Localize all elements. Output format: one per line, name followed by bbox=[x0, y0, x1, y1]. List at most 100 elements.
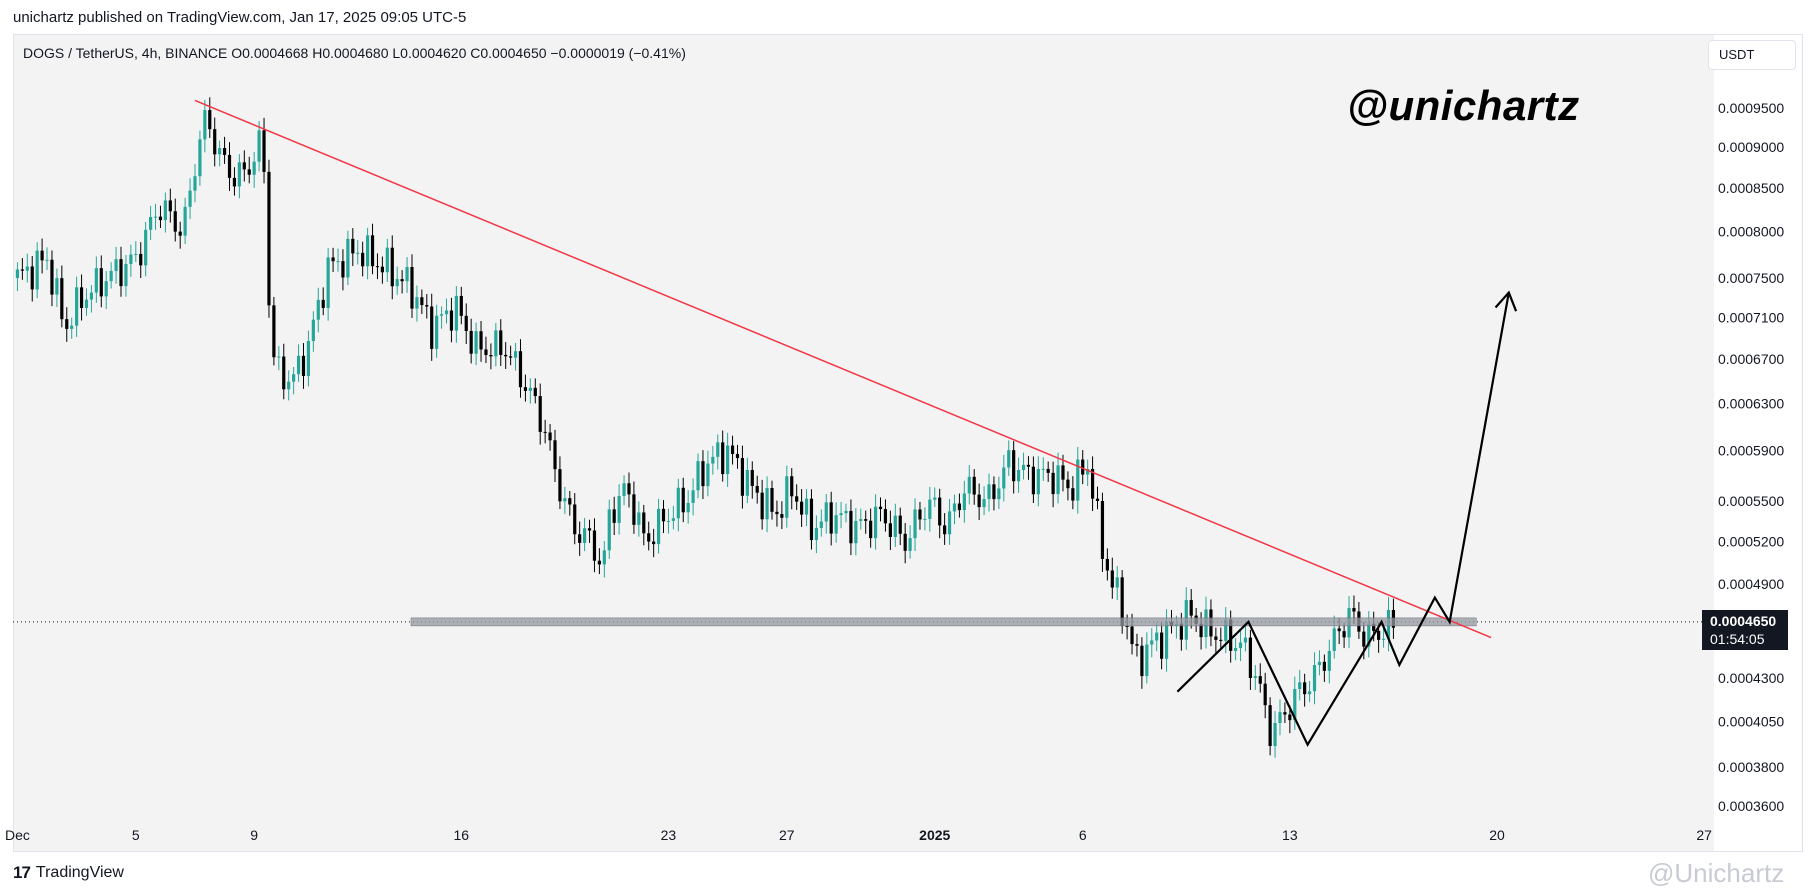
candle-body bbox=[760, 492, 764, 520]
candle-body bbox=[420, 297, 424, 306]
candle-body bbox=[938, 497, 942, 526]
candle-body bbox=[834, 515, 838, 534]
candle-body bbox=[1164, 621, 1169, 659]
candle-body bbox=[1199, 623, 1203, 638]
candle-body bbox=[726, 445, 730, 475]
candle-body bbox=[972, 476, 976, 495]
author-watermark: @unichartz bbox=[1347, 82, 1580, 129]
candle-body bbox=[198, 139, 202, 177]
candle-body bbox=[25, 266, 29, 271]
candle-body bbox=[55, 278, 59, 295]
support-zone bbox=[410, 617, 1477, 627]
breakout-arrow-head bbox=[1494, 290, 1518, 312]
candle-body bbox=[992, 484, 996, 500]
candle-body bbox=[632, 494, 636, 525]
candle-body bbox=[395, 279, 399, 287]
candle-body bbox=[439, 314, 444, 316]
candle-body bbox=[474, 331, 478, 354]
candle-body bbox=[1367, 623, 1371, 647]
candle-body bbox=[84, 299, 89, 309]
candle-body bbox=[1179, 623, 1183, 640]
candle-body bbox=[70, 325, 74, 329]
candle-body bbox=[785, 476, 789, 518]
candle-body bbox=[158, 216, 163, 221]
candle-body bbox=[553, 440, 557, 470]
chart-area[interactable] bbox=[13, 34, 1803, 852]
candle-body bbox=[775, 511, 779, 515]
candle-body bbox=[666, 520, 671, 522]
candle-body bbox=[587, 528, 592, 531]
candle-body bbox=[227, 154, 232, 178]
candle-body bbox=[548, 432, 552, 441]
candle-body bbox=[104, 281, 108, 297]
candle-body bbox=[913, 509, 917, 539]
candle-body bbox=[336, 261, 340, 263]
candle-body bbox=[1120, 577, 1124, 627]
tradingview-logo[interactable]: 17 TradingView bbox=[13, 863, 124, 883]
candle-body bbox=[1021, 464, 1026, 471]
x-tick-label: 23 bbox=[661, 827, 677, 843]
candle-body bbox=[873, 506, 878, 539]
candle-body bbox=[139, 253, 143, 266]
candle-body bbox=[721, 442, 725, 475]
candle-body bbox=[1248, 637, 1252, 678]
candle-body bbox=[400, 279, 404, 282]
candle-body bbox=[563, 498, 567, 502]
candle-body bbox=[824, 502, 828, 522]
candle-body bbox=[661, 508, 666, 522]
candle-body bbox=[361, 252, 365, 267]
candle-body bbox=[385, 247, 389, 273]
candle-body bbox=[844, 510, 848, 514]
candle-body bbox=[178, 231, 182, 236]
y-tick-label: 0.0005200 bbox=[1718, 533, 1784, 549]
candle-body bbox=[168, 200, 172, 212]
candle-body bbox=[711, 456, 715, 464]
candle-body bbox=[494, 330, 498, 357]
candle-body bbox=[943, 525, 947, 535]
candle-body bbox=[257, 130, 261, 162]
candle-body bbox=[898, 515, 902, 534]
candle-body bbox=[735, 453, 740, 459]
candle-body bbox=[435, 315, 439, 349]
candle-body bbox=[454, 295, 458, 331]
candle-body bbox=[1273, 722, 1277, 747]
candle-body bbox=[523, 387, 528, 391]
candle-body bbox=[1007, 450, 1011, 468]
candle-body bbox=[1140, 645, 1144, 677]
candle-body bbox=[410, 266, 414, 309]
candle-body bbox=[578, 534, 582, 543]
y-tick-label: 0.0005900 bbox=[1718, 443, 1784, 459]
candle-body bbox=[15, 269, 20, 279]
candle-body bbox=[1312, 665, 1317, 692]
candle-body bbox=[1155, 632, 1159, 641]
candle-body bbox=[1026, 464, 1031, 467]
candle-body bbox=[326, 257, 330, 308]
candle-body bbox=[425, 305, 429, 307]
y-tick-label: 0.0009500 bbox=[1718, 100, 1784, 116]
y-tick-label: 0.0004300 bbox=[1718, 670, 1784, 686]
candle-body bbox=[316, 299, 320, 320]
candle-body bbox=[306, 341, 311, 376]
candle-body bbox=[681, 487, 685, 513]
candle-body bbox=[809, 498, 814, 541]
x-tick-label: 2025 bbox=[919, 827, 950, 843]
candle-body bbox=[829, 502, 833, 534]
candle-body bbox=[1268, 705, 1272, 747]
candle-body bbox=[449, 310, 454, 331]
candle-body bbox=[287, 381, 291, 390]
candle-body bbox=[1214, 636, 1218, 640]
candle-body bbox=[1150, 640, 1154, 645]
last-price-tag: 0.0004650 01:54:05 bbox=[1702, 610, 1788, 650]
candle-body bbox=[1076, 459, 1080, 501]
y-tick-label: 0.0009000 bbox=[1718, 139, 1784, 155]
candle-body bbox=[538, 396, 542, 432]
candle-body bbox=[686, 502, 690, 513]
candle-body bbox=[1322, 661, 1326, 671]
candle-body bbox=[1051, 472, 1055, 495]
candle-body bbox=[1041, 468, 1045, 470]
candle-body bbox=[444, 310, 449, 315]
currency-selector[interactable]: USDT bbox=[1708, 40, 1796, 70]
candle-body bbox=[213, 129, 217, 155]
candle-body bbox=[1105, 558, 1109, 571]
